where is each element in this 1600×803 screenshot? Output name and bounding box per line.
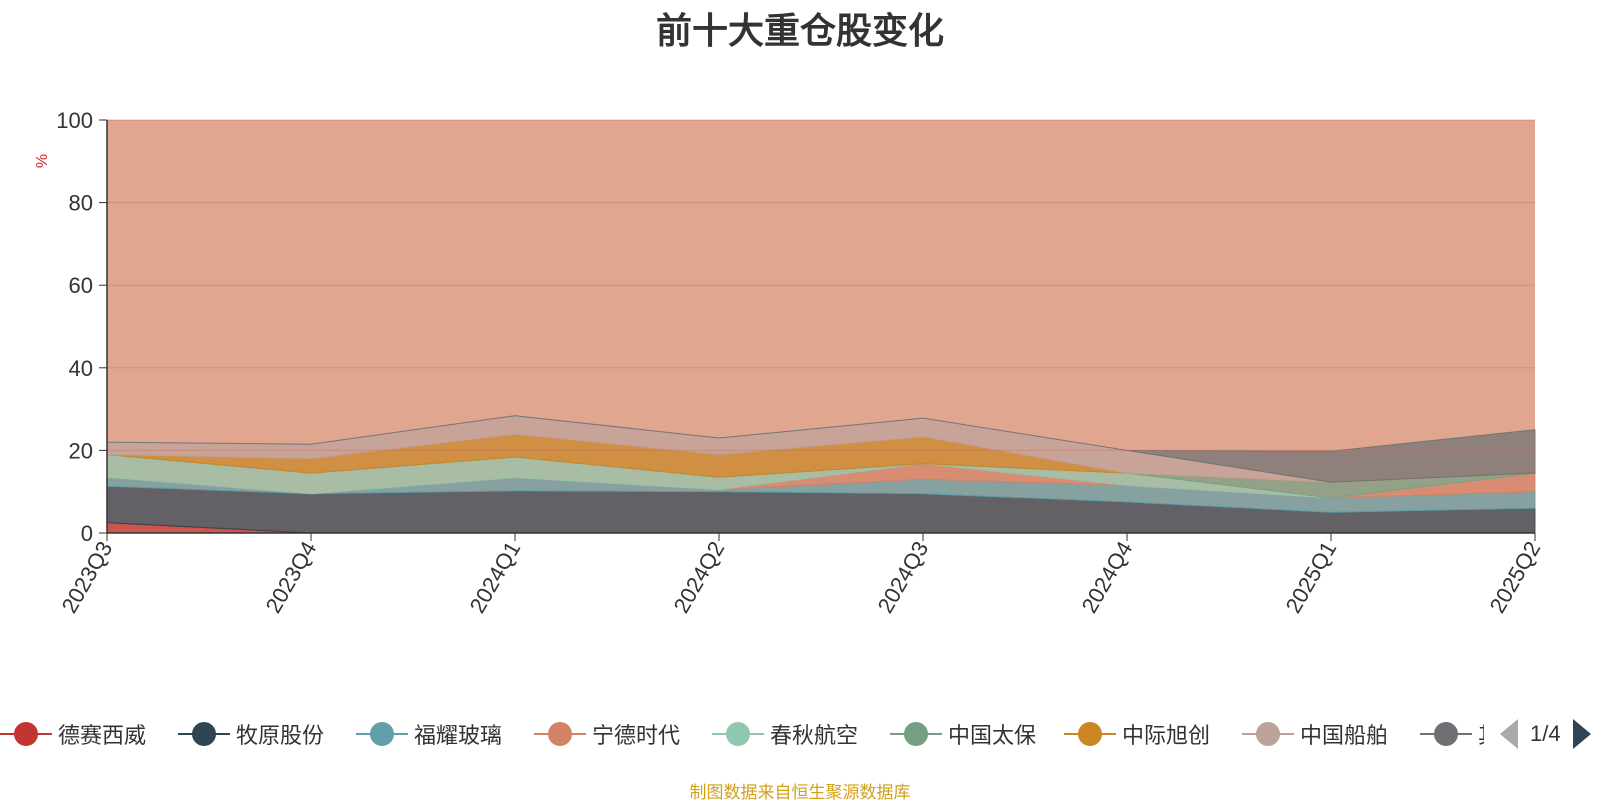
legend-marker-icon (178, 721, 230, 747)
y-tick-label: 80 (69, 191, 93, 216)
legend-label: 春秋航空 (770, 723, 859, 748)
area-series-8 (106, 415, 1536, 483)
x-tick-label: 2025Q2 (1485, 537, 1546, 617)
legend-marker-icon (1242, 721, 1294, 747)
x-axis: 2023Q3 2023Q4 2024Q1 2024Q2 2024Q3 2024Q4 2025… (57, 532, 1546, 617)
legend-label: 中国船舶 (1300, 723, 1389, 748)
legend-prev-icon[interactable] (1500, 719, 1518, 749)
legend: 德赛西威 牧原股份 福耀玻璃 宁德时代 春秋航空 中国太保 中际旭创 中国船舶 其他 (0, 712, 1600, 756)
legend-label: 中际旭创 (1122, 723, 1211, 748)
x-tick-label: 2023Q3 (57, 537, 118, 617)
legend-label: 德赛西威 (58, 723, 147, 748)
x-tick-label: 2024Q2 (669, 537, 730, 617)
y-tick-label: 20 (69, 438, 93, 463)
legend-label: 其他 (1478, 718, 1484, 750)
legend-marker-icon (0, 721, 52, 747)
grid-lines (107, 119, 1535, 451)
legend-label: 牧原股份 (236, 723, 325, 748)
legend-item[interactable]: 春秋航空 (712, 712, 858, 756)
legend-page-indicator: 1/4 (1530, 721, 1561, 746)
legend-marker-icon (712, 721, 764, 747)
legend-item[interactable]: 德赛西威 (0, 712, 146, 756)
legend-label: 宁德时代 (592, 723, 681, 748)
legend-label: 福耀玻璃 (414, 723, 503, 748)
legend-marker-icon (1420, 721, 1472, 747)
x-tick-label: 2025Q1 (1281, 537, 1342, 617)
legend-item[interactable]: 宁德时代 (534, 712, 680, 756)
y-tick-label: 60 (69, 273, 93, 298)
legend-items: 德赛西威 牧原股份 福耀玻璃 宁德时代 春秋航空 中国太保 中际旭创 中国船舶 其他 (0, 712, 1484, 756)
x-tick-label: 2024Q4 (1077, 537, 1138, 617)
legend-item[interactable]: 中国船舶 (1242, 712, 1388, 756)
legend-marker-icon (534, 721, 586, 747)
legend-marker-icon (1064, 721, 1116, 747)
legend-item[interactable]: 其他 (1420, 712, 1484, 756)
legend-marker-icon (356, 721, 408, 747)
data-source-note: 制图数据来自恒生聚源数据库 (689, 783, 911, 802)
legend-marker-icon (890, 721, 942, 747)
x-tick-label: 2024Q1 (465, 537, 526, 617)
x-tick-label: 2023Q4 (261, 537, 322, 617)
y-tick-label: 100 (56, 108, 93, 133)
y-tick-label: 40 (69, 356, 93, 381)
x-tick-label: 2024Q3 (873, 537, 934, 617)
legend-pager: 1/4 (1500, 716, 1591, 752)
chart-title: 前十大重仓股变化 (655, 10, 944, 51)
legend-item[interactable]: 福耀玻璃 (356, 712, 502, 756)
legend-next-icon[interactable] (1572, 719, 1591, 749)
legend-item[interactable]: 中际旭创 (1064, 712, 1210, 756)
legend-item[interactable]: 牧原股份 (178, 712, 324, 756)
legend-item[interactable]: 中国太保 (890, 712, 1036, 756)
area-layers (106, 120, 1536, 534)
y-axis: 0 20 40 60 80 100 (56, 108, 108, 546)
legend-label: 中国太保 (948, 723, 1037, 748)
y-tick-label: 0 (81, 521, 93, 546)
